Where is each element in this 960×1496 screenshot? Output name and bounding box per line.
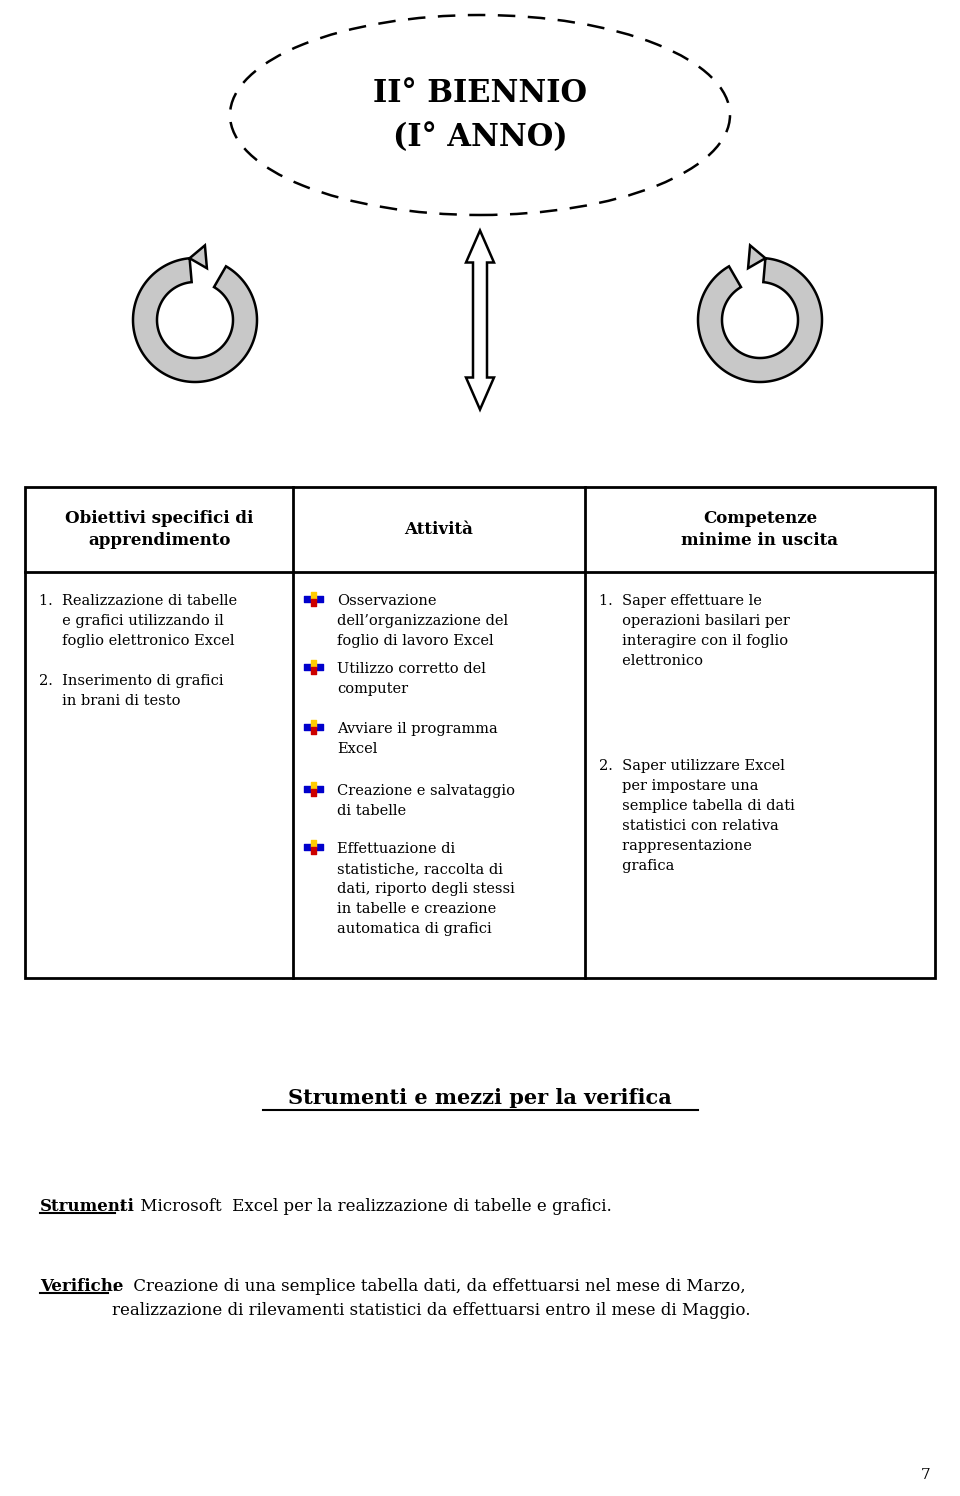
Polygon shape xyxy=(698,259,822,381)
Text: Strumenti: Strumenti xyxy=(40,1198,134,1215)
Text: (I° ANNO): (I° ANNO) xyxy=(393,123,567,154)
Text: Effettuazione di
statistiche, raccolta di
dati, riporto degli stessi
in tabelle : Effettuazione di statistiche, raccolta d… xyxy=(338,842,516,936)
Bar xyxy=(25,488,935,978)
Text: Osservazione
dell’organizzazione del
foglio di lavoro Excel: Osservazione dell’organizzazione del fog… xyxy=(338,594,509,648)
Text: :   Creazione di una semplice tabella dati, da effettuarsi nel mese di Marzo,
re: : Creazione di una semplice tabella dati… xyxy=(112,1278,751,1319)
Text: 1.  Saper effettuare le
     operazioni basilari per
     interagire con il fogl: 1. Saper effettuare le operazioni basila… xyxy=(599,594,789,669)
Text: Attività: Attività xyxy=(404,521,473,539)
Text: Verifiche: Verifiche xyxy=(40,1278,124,1296)
Text: Obiettivi specifici di
apprendimento: Obiettivi specifici di apprendimento xyxy=(65,510,253,549)
Text: Avviare il programma
Excel: Avviare il programma Excel xyxy=(338,723,498,755)
Polygon shape xyxy=(133,259,257,381)
Text: II° BIENNIO: II° BIENNIO xyxy=(373,78,587,109)
Text: 2.  Saper utilizzare Excel
     per impostare una
     semplice tabella di dati
: 2. Saper utilizzare Excel per impostare … xyxy=(599,758,795,874)
Polygon shape xyxy=(189,245,207,268)
Polygon shape xyxy=(748,245,765,268)
Text: Creazione e salvataggio
di tabelle: Creazione e salvataggio di tabelle xyxy=(338,784,516,818)
Text: Strumenti e mezzi per la verifica: Strumenti e mezzi per la verifica xyxy=(288,1088,672,1109)
Text: 1.  Realizzazione di tabelle
     e grafici utilizzando il
     foglio elettroni: 1. Realizzazione di tabelle e grafici ut… xyxy=(39,594,237,708)
Text: Competenze
minime in uscita: Competenze minime in uscita xyxy=(682,510,838,549)
Text: Utilizzo corretto del
computer: Utilizzo corretto del computer xyxy=(338,663,487,696)
Polygon shape xyxy=(466,230,494,410)
Text: :   Microsoft  Excel per la realizzazione di tabelle e grafici.: : Microsoft Excel per la realizzazione d… xyxy=(119,1198,612,1215)
Text: 7: 7 xyxy=(921,1468,930,1483)
